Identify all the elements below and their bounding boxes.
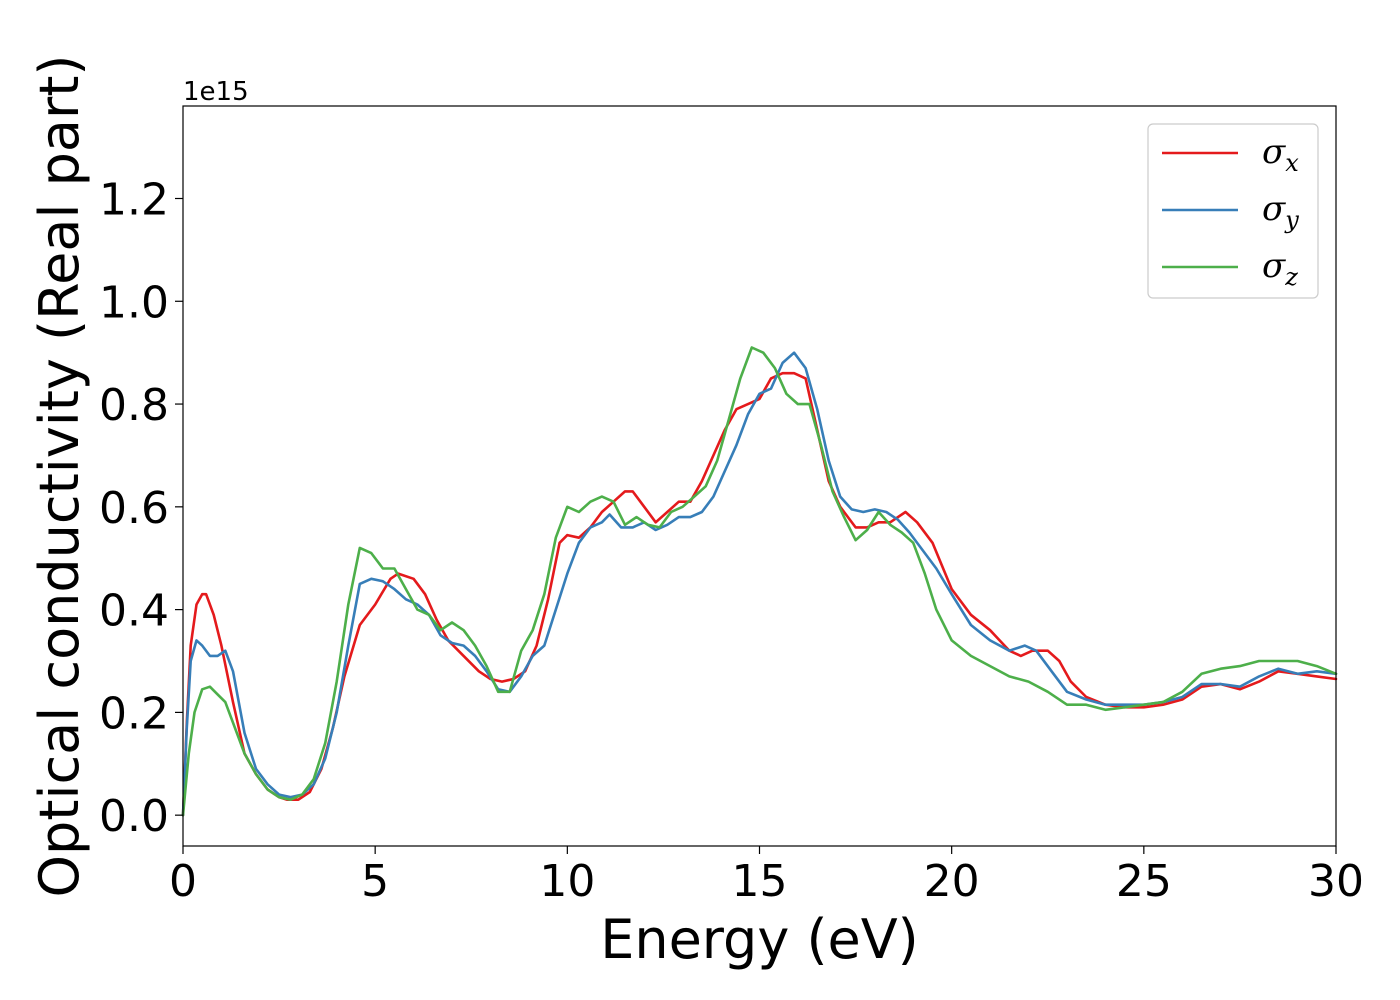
x-tick-label: 15 <box>732 856 788 907</box>
y-tick-label: 1.2 <box>99 175 169 226</box>
y-tick-label: 0.0 <box>99 791 169 842</box>
x-tick-label: 30 <box>1308 856 1364 907</box>
y-tick-label: 0.6 <box>99 483 169 534</box>
series-line-y <box>181 351 1338 817</box>
x-tick-label: 20 <box>924 856 980 907</box>
y-axis-title: Optical conductivity (Real part) <box>28 55 91 898</box>
plot-series-group <box>181 346 1338 817</box>
x-tick-label: 10 <box>539 856 595 907</box>
series-line-z <box>181 346 1338 817</box>
legend: σx σy σz <box>1147 123 1319 299</box>
x-tick-label: 5 <box>361 856 389 907</box>
legend-items: σx σy σz <box>1162 132 1299 291</box>
series-line-x <box>181 371 1338 817</box>
y-tick-label: 1.0 <box>99 277 169 328</box>
x-tick-label: 25 <box>1116 856 1172 907</box>
x-axis-title: Energy (eV) <box>600 908 919 971</box>
legend-label-z: σz <box>1262 246 1298 291</box>
y-tick-label: 0.2 <box>99 688 169 739</box>
y-axis-offset-label: 1e15 <box>183 77 249 107</box>
x-tick-label: 0 <box>169 856 197 907</box>
legend-label-x: σx <box>1262 132 1299 177</box>
y-tick-label: 0.4 <box>99 586 169 637</box>
y-tick-label: 0.8 <box>99 380 169 431</box>
x-axis-ticks: 0 5 10 15 20 25 30 <box>169 846 1364 907</box>
y-axis-ticks: 0.0 0.2 0.4 0.6 0.8 1.0 1.2 <box>99 175 183 842</box>
legend-label-y: σy <box>1262 189 1299 234</box>
